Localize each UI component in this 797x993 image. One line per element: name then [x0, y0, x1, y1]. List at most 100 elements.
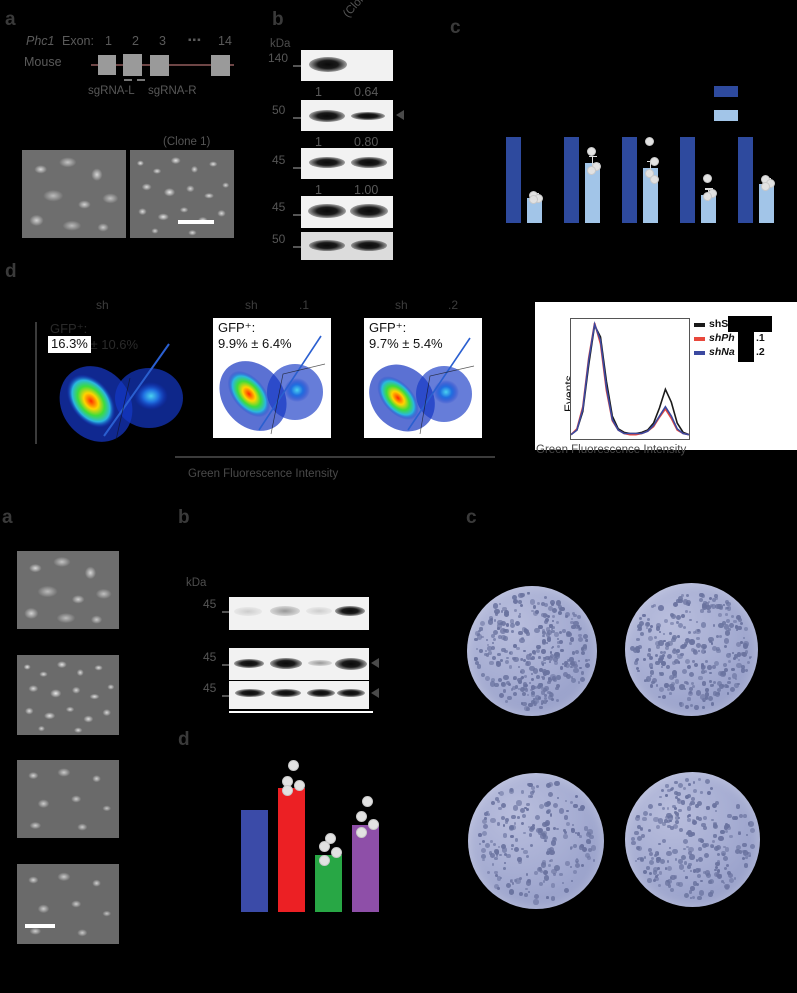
- colony: [569, 660, 576, 667]
- histogram-legend-swatch-3: [694, 351, 705, 355]
- colony: [693, 631, 697, 635]
- colony: [553, 654, 558, 658]
- colony: [525, 661, 531, 666]
- colony: [485, 676, 491, 681]
- colony: [716, 872, 721, 877]
- colony: [696, 800, 703, 807]
- colony: [695, 628, 701, 634]
- exon-number-14: 14: [218, 34, 232, 48]
- colony: [734, 625, 739, 629]
- colony: [731, 652, 735, 655]
- colony: [672, 634, 678, 640]
- colony: [559, 631, 563, 635]
- colony: [520, 790, 525, 794]
- colony: [505, 820, 508, 824]
- data-point-3-1: [649, 157, 659, 167]
- colony: [686, 845, 690, 849]
- colony: [523, 849, 528, 855]
- colony: [518, 592, 524, 599]
- colony: [582, 846, 587, 852]
- colony: [525, 873, 529, 876]
- colony: [658, 657, 661, 660]
- colony: [563, 887, 569, 893]
- colony: [511, 815, 516, 820]
- colony: [501, 647, 507, 653]
- colony: [680, 704, 683, 707]
- flow-x-axis-label: Green Fluorescence Intensity: [188, 468, 339, 480]
- colony: [724, 644, 728, 648]
- colony: [530, 693, 535, 698]
- error-cap-2: [588, 155, 597, 158]
- colony: [711, 839, 715, 843]
- colony: [745, 856, 749, 859]
- colony: [563, 829, 566, 832]
- colony: [534, 627, 540, 634]
- colony: [566, 809, 569, 813]
- colony: [576, 831, 581, 836]
- colony: [691, 797, 696, 801]
- colony: [576, 614, 581, 619]
- colony: [522, 685, 528, 690]
- histogram-curve-shNa.2: [570, 321, 690, 436]
- bar-knockdown-5: [759, 184, 774, 223]
- colony: [648, 848, 653, 853]
- colony: [513, 676, 517, 680]
- flow-gfp-value-2: 9.9% ± 6.4%: [218, 336, 292, 351]
- colony: [688, 833, 693, 838]
- colony: [673, 807, 677, 811]
- colony: [673, 659, 679, 665]
- panel-letter-b-lower: b: [178, 507, 190, 528]
- colony: [503, 867, 506, 871]
- colony: [673, 648, 677, 652]
- colony: [680, 614, 686, 619]
- colony: [687, 783, 691, 787]
- colony: [651, 680, 655, 685]
- colony: [684, 704, 690, 710]
- colony: [527, 592, 530, 595]
- colony: [581, 863, 585, 867]
- colony: [705, 688, 710, 692]
- colony: [702, 871, 707, 875]
- colony: [541, 629, 546, 633]
- colony: [488, 615, 493, 621]
- colony: [669, 621, 674, 626]
- colony: [524, 893, 529, 897]
- colony: [727, 826, 732, 830]
- flow-density-3: [369, 337, 475, 435]
- colony: [698, 847, 703, 852]
- colony: [649, 871, 653, 875]
- colony: [555, 698, 559, 702]
- colony: [654, 876, 659, 882]
- colony: [584, 852, 590, 858]
- colony: [548, 859, 552, 863]
- colony: [587, 829, 593, 835]
- colony: [648, 656, 653, 661]
- colony: [513, 643, 518, 648]
- flow-gfp-highlight-1: 16.3%: [48, 336, 91, 353]
- colony: [658, 657, 663, 663]
- colony: [661, 661, 666, 666]
- colony: [569, 865, 573, 869]
- colony: [544, 620, 549, 625]
- colony: [715, 861, 721, 867]
- colony: [676, 599, 680, 603]
- colony: [575, 624, 580, 630]
- colony: [685, 593, 690, 598]
- flow-density-1: [59, 343, 183, 442]
- colony: [536, 784, 540, 788]
- species-label: Mouse: [24, 55, 62, 69]
- colony: [746, 660, 751, 665]
- colony: [477, 634, 483, 640]
- colony: [529, 599, 536, 605]
- colony: [677, 653, 683, 659]
- colony: [688, 846, 694, 852]
- colony: [519, 808, 525, 814]
- colony: [708, 596, 713, 601]
- colony: [670, 686, 675, 691]
- blot-arrowhead-2: [396, 110, 404, 120]
- colony: [501, 635, 506, 640]
- blot-lower-1-lane1: [234, 607, 262, 616]
- colony: [658, 802, 662, 806]
- colony: [538, 804, 544, 810]
- colony: [666, 860, 670, 864]
